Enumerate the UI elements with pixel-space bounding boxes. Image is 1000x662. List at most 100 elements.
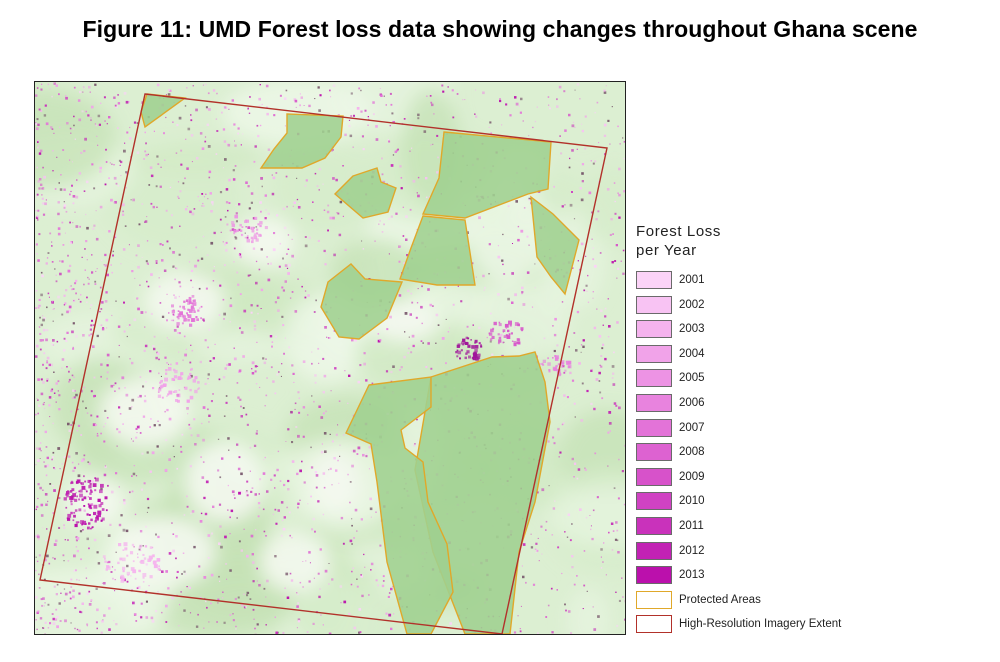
loss-cluster-pixel bbox=[239, 229, 243, 232]
loss-pixel bbox=[319, 588, 321, 590]
loss-pixel bbox=[204, 512, 208, 516]
loss-cluster-pixel bbox=[229, 229, 232, 232]
loss-pixel bbox=[382, 575, 385, 578]
loss-pixel bbox=[75, 292, 77, 295]
cleared-area bbox=[115, 517, 215, 587]
loss-pixel bbox=[176, 124, 179, 127]
loss-pixel bbox=[172, 121, 174, 123]
loss-pixel bbox=[195, 625, 199, 628]
loss-pixel bbox=[72, 589, 75, 592]
loss-cluster-pixel bbox=[93, 504, 98, 509]
loss-pixel bbox=[311, 528, 314, 531]
loss-pixel bbox=[110, 198, 113, 202]
loss-pixel bbox=[317, 572, 320, 575]
loss-pixel bbox=[602, 324, 604, 326]
loss-pixel bbox=[42, 627, 45, 629]
loss-pixel bbox=[142, 545, 144, 547]
loss-pixel bbox=[283, 97, 287, 100]
loss-pixel bbox=[75, 452, 78, 455]
loss-pixel bbox=[40, 88, 43, 91]
loss-pixel bbox=[573, 462, 577, 465]
loss-pixel bbox=[432, 305, 434, 307]
loss-cluster-pixel bbox=[555, 355, 559, 360]
loss-pixel bbox=[359, 364, 362, 367]
loss-pixel bbox=[51, 261, 54, 263]
loss-pixel bbox=[511, 272, 514, 275]
loss-cluster-pixel bbox=[122, 566, 126, 570]
loss-pixel bbox=[375, 138, 379, 141]
loss-pixel bbox=[399, 275, 401, 277]
loss-cluster-pixel bbox=[172, 314, 175, 316]
loss-pixel bbox=[587, 274, 589, 277]
loss-pixel bbox=[203, 627, 205, 629]
loss-pixel bbox=[42, 213, 46, 216]
loss-pixel bbox=[318, 168, 321, 171]
loss-pixel bbox=[265, 535, 267, 537]
loss-pixel bbox=[246, 554, 249, 558]
loss-pixel bbox=[191, 295, 195, 298]
high-resolution-imagery-extent bbox=[39, 93, 608, 634]
loss-pixel bbox=[108, 177, 110, 180]
loss-cluster-pixel bbox=[70, 496, 75, 501]
loss-pixel bbox=[275, 522, 278, 525]
loss-pixel bbox=[36, 560, 39, 563]
loss-pixel bbox=[35, 413, 37, 416]
loss-pixel bbox=[273, 232, 276, 235]
loss-pixel bbox=[612, 233, 614, 235]
loss-pixel bbox=[258, 584, 261, 587]
loss-cluster-pixel bbox=[195, 316, 198, 319]
loss-pixel bbox=[602, 343, 605, 346]
loss-pixel bbox=[59, 126, 61, 129]
loss-pixel bbox=[81, 602, 84, 605]
loss-pixel bbox=[223, 106, 227, 109]
loss-pixel bbox=[87, 461, 90, 463]
loss-pixel bbox=[150, 312, 153, 315]
loss-pixel bbox=[157, 420, 159, 422]
loss-pixel bbox=[38, 587, 40, 589]
loss-pixel bbox=[245, 181, 248, 184]
loss-pixel bbox=[114, 104, 117, 107]
loss-pixel bbox=[126, 131, 129, 134]
loss-pixel bbox=[552, 436, 555, 439]
loss-pixel bbox=[179, 190, 182, 193]
loss-pixel bbox=[583, 289, 586, 292]
loss-pixel bbox=[63, 527, 66, 529]
loss-pixel bbox=[219, 476, 222, 479]
loss-pixel bbox=[42, 527, 44, 529]
loss-cluster-pixel bbox=[246, 238, 251, 243]
loss-pixel bbox=[329, 216, 333, 220]
loss-pixel bbox=[150, 174, 154, 178]
loss-pixel bbox=[55, 382, 58, 385]
loss-pixel bbox=[195, 108, 198, 112]
loss-pixel bbox=[581, 180, 584, 183]
loss-pixel bbox=[295, 426, 298, 428]
loss-pixel bbox=[349, 501, 351, 504]
loss-pixel bbox=[36, 611, 39, 614]
loss-pixel bbox=[358, 631, 361, 634]
legend-label: 2013 bbox=[679, 569, 705, 582]
loss-pixel bbox=[332, 177, 335, 180]
loss-pixel bbox=[149, 370, 152, 373]
loss-pixel bbox=[71, 184, 73, 187]
loss-pixel bbox=[96, 608, 99, 612]
loss-pixel bbox=[47, 292, 50, 295]
loss-pixel bbox=[303, 481, 306, 484]
loss-cluster-pixel bbox=[179, 305, 182, 308]
loss-pixel bbox=[589, 515, 591, 516]
loss-pixel bbox=[258, 268, 261, 271]
loss-pixel bbox=[330, 390, 332, 392]
loss-pixel bbox=[163, 132, 165, 135]
loss-pixel bbox=[52, 422, 54, 425]
loss-pixel bbox=[38, 145, 40, 147]
loss-pixel bbox=[385, 612, 388, 615]
loss-pixel bbox=[36, 215, 39, 218]
loss-cluster-pixel bbox=[552, 357, 554, 359]
loss-pixel bbox=[609, 143, 611, 145]
loss-cluster-pixel bbox=[187, 308, 190, 311]
loss-cluster-pixel bbox=[471, 345, 475, 349]
loss-pixel bbox=[233, 123, 236, 126]
loss-pixel bbox=[357, 380, 360, 384]
loss-pixel bbox=[87, 276, 89, 279]
loss-pixel bbox=[583, 584, 586, 587]
loss-pixel bbox=[302, 406, 306, 409]
